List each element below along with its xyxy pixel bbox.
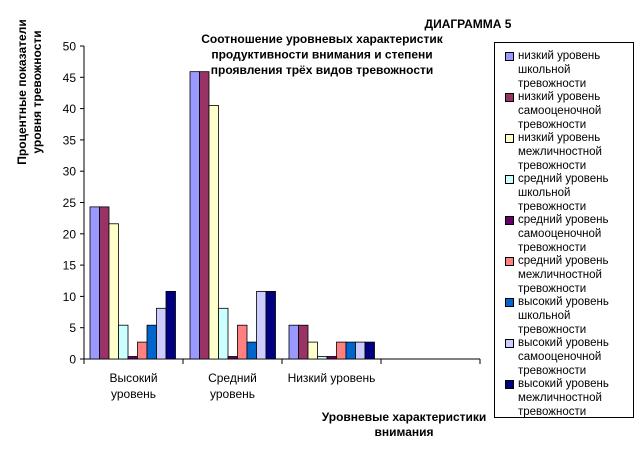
x-axis-label: Уровневые характеристики внимания	[322, 410, 487, 439]
bar	[127, 356, 138, 360]
y-tick-label: 40	[63, 102, 77, 116]
bar	[99, 206, 110, 360]
y-tick-label: 5	[69, 321, 76, 335]
bar	[108, 223, 119, 360]
bar	[246, 341, 257, 360]
bar	[89, 206, 100, 360]
legend-label: высокий уровень самооценочной тревожност…	[518, 337, 609, 377]
y-tick-label: 10	[63, 290, 77, 304]
x-tick-label: Средний уровень	[208, 371, 257, 401]
bar	[364, 341, 375, 360]
bar	[317, 356, 328, 360]
x-tick-label: Высокий уровень	[109, 371, 157, 401]
bar	[326, 356, 337, 360]
bar	[336, 341, 347, 360]
legend-swatch	[505, 298, 514, 307]
legend-label: низкий уровень самооценочной тревожности	[518, 91, 602, 131]
y-tick-label: 25	[63, 196, 77, 210]
y-tick-label: 50	[63, 40, 77, 54]
legend-label: средний уровень самооценочной тревожност…	[518, 214, 609, 254]
bar	[355, 341, 366, 360]
legend-swatch	[505, 52, 514, 61]
y-tick-label: 30	[63, 165, 77, 179]
legend-label: средний уровень школьной тревожности	[518, 173, 609, 213]
bar	[218, 307, 229, 360]
y-tick-label: 0	[69, 353, 76, 367]
axes: 0 5 10 15 20 25 30 35 40 45 50 Высокий уровень Средни…	[63, 40, 481, 401]
y-tick-label: 15	[63, 259, 77, 273]
legend-label: средний уровень межличностной тревожност…	[518, 255, 609, 295]
legend-swatch	[505, 216, 514, 225]
bar	[237, 324, 248, 360]
bar	[288, 324, 299, 360]
bar	[156, 307, 167, 360]
bar	[208, 105, 219, 360]
bar	[265, 290, 276, 360]
y-tick-label: 20	[63, 227, 77, 241]
x-tick-label: Низкий уровень	[288, 371, 376, 385]
bar	[189, 71, 200, 360]
legend-swatch	[505, 93, 514, 102]
legend-label: низкий уровень межличностной тревожности	[518, 132, 602, 172]
bar	[345, 341, 356, 360]
legend-swatch	[505, 134, 514, 143]
chart-title: Соотношение уровневых характеристик проду…	[201, 32, 443, 77]
bar	[118, 324, 129, 360]
bar	[227, 356, 238, 360]
legend-label: низкий уровень школьной тревожности	[518, 50, 601, 90]
legend-swatch	[505, 380, 514, 389]
y-axis-label: Процентные показателиуровня тревожности	[15, 19, 44, 164]
legend-swatch	[505, 257, 514, 266]
legend: низкий уровень школьной тревожности низки…	[494, 42, 634, 418]
legend-swatch	[505, 175, 514, 184]
bar	[256, 290, 267, 360]
legend-label: высокий уровень школьной тревожности	[518, 296, 609, 336]
bar	[199, 71, 210, 360]
bar	[298, 324, 309, 360]
bars	[89, 71, 375, 360]
bar	[165, 290, 176, 360]
bar	[146, 324, 157, 360]
y-tick-label: 35	[63, 133, 77, 147]
diagram-label: ДИАГРАММА 5	[425, 17, 512, 31]
bar	[307, 341, 318, 360]
legend-label: высокий уровень межличностной тревожност…	[518, 378, 609, 418]
bar	[137, 341, 148, 360]
y-tick-label: 45	[63, 71, 77, 85]
legend-swatch	[505, 339, 514, 348]
